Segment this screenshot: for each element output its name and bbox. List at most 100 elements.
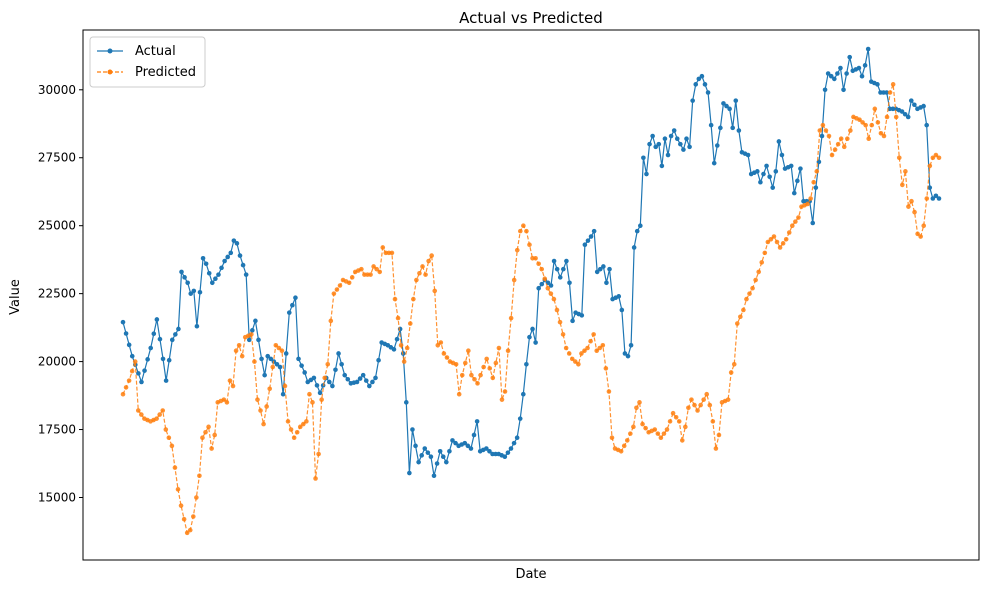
data-point-predicted	[212, 432, 217, 438]
data-point-actual	[650, 133, 655, 139]
data-point-predicted	[670, 410, 676, 416]
data-point-predicted	[835, 141, 841, 147]
data-point-predicted	[838, 136, 844, 142]
data-point-predicted	[863, 122, 868, 128]
data-point-predicted	[279, 348, 285, 354]
data-point-predicted	[184, 530, 190, 536]
data-point-actual	[225, 254, 230, 260]
data-point-actual	[554, 266, 560, 272]
data-point-actual	[758, 179, 763, 185]
data-point-predicted	[487, 366, 493, 371]
data-point-actual	[699, 73, 705, 79]
data-point-predicted	[432, 288, 438, 294]
data-point-predicted	[900, 182, 905, 188]
data-point-predicted	[817, 128, 823, 133]
data-point-actual	[693, 82, 699, 87]
chart-title: Actual vs Predicted	[459, 9, 603, 27]
data-point-predicted	[411, 296, 416, 302]
data-point-predicted	[307, 391, 312, 397]
data-point-actual	[188, 291, 194, 296]
data-point-actual	[465, 443, 471, 449]
data-point-predicted	[414, 277, 419, 283]
data-point-predicted	[429, 253, 434, 258]
data-point-actual	[533, 340, 538, 345]
data-point-predicted	[664, 427, 670, 432]
data-point-predicted	[230, 383, 236, 389]
data-point-actual	[126, 342, 132, 348]
data-point-actual	[200, 256, 206, 261]
data-point-actual	[733, 98, 739, 103]
data-point-actual	[724, 103, 729, 109]
data-point-actual	[274, 362, 280, 367]
data-point-predicted	[765, 239, 771, 245]
data-point-predicted	[930, 155, 936, 161]
data-point-actual	[659, 163, 665, 169]
data-point-predicted	[502, 389, 508, 394]
data-point-actual	[810, 220, 816, 226]
data-point-actual	[561, 266, 566, 272]
data-point-actual	[185, 280, 190, 286]
data-point-actual	[311, 375, 317, 381]
data-point-actual	[862, 63, 868, 68]
data-point-predicted	[741, 307, 746, 313]
plot-frame	[82, 29, 980, 561]
y-tick-label: 30000	[38, 83, 76, 97]
data-point-actual	[690, 98, 695, 103]
data-point-actual	[644, 171, 649, 177]
data-point-predicted	[569, 356, 575, 362]
data-point-actual	[665, 152, 671, 158]
data-point-predicted	[224, 400, 230, 405]
data-point-predicted	[793, 219, 798, 224]
data-point-predicted	[120, 391, 126, 397]
data-point-predicted	[255, 397, 260, 402]
data-point-predicted	[126, 378, 132, 383]
data-point-actual	[779, 152, 785, 158]
data-point-predicted	[869, 122, 875, 128]
data-point-predicted	[637, 400, 642, 405]
data-point-predicted	[368, 272, 373, 277]
data-point-predicted	[313, 476, 318, 481]
data-point-predicted	[270, 364, 276, 370]
data-point-actual	[166, 357, 172, 363]
data-point-actual	[283, 351, 289, 356]
data-point-predicted	[172, 465, 178, 470]
data-point-actual	[160, 356, 166, 362]
data-point-actual	[551, 258, 557, 264]
data-point-actual	[594, 269, 600, 275]
data-point-predicted	[582, 348, 587, 354]
data-point-predicted	[417, 270, 422, 276]
data-point-predicted	[683, 424, 688, 430]
y-tick-label: 25000	[38, 219, 76, 233]
data-point-predicted	[316, 451, 321, 457]
data-point-predicted	[796, 215, 801, 220]
data-point-actual	[434, 461, 440, 466]
data-point-actual	[169, 337, 175, 343]
data-point-actual	[791, 190, 797, 196]
data-point-predicted	[233, 348, 239, 354]
data-point-actual	[317, 390, 323, 396]
data-point-predicted	[710, 419, 716, 424]
data-point-actual	[625, 353, 631, 359]
series-layer	[120, 46, 942, 536]
data-point-predicted	[438, 340, 444, 345]
data-point-predicted	[206, 424, 211, 430]
data-point-predicted	[478, 372, 483, 378]
data-point-predicted	[655, 431, 661, 436]
data-point-actual	[462, 440, 468, 446]
data-point-predicted	[291, 435, 297, 440]
data-point-actual	[163, 378, 169, 383]
data-point-actual	[711, 160, 717, 166]
data-point-actual	[912, 102, 917, 108]
data-point-actual	[176, 326, 181, 332]
data-point-predicted	[304, 419, 309, 424]
data-point-predicted	[679, 438, 685, 443]
data-point-actual	[819, 133, 825, 139]
plot-area	[82, 29, 980, 561]
data-point-predicted	[606, 389, 612, 394]
data-point-actual	[327, 379, 332, 385]
data-point-actual	[373, 375, 378, 381]
data-point-actual	[764, 163, 769, 169]
data-point-predicted	[738, 314, 743, 320]
data-point-predicted	[887, 90, 893, 95]
